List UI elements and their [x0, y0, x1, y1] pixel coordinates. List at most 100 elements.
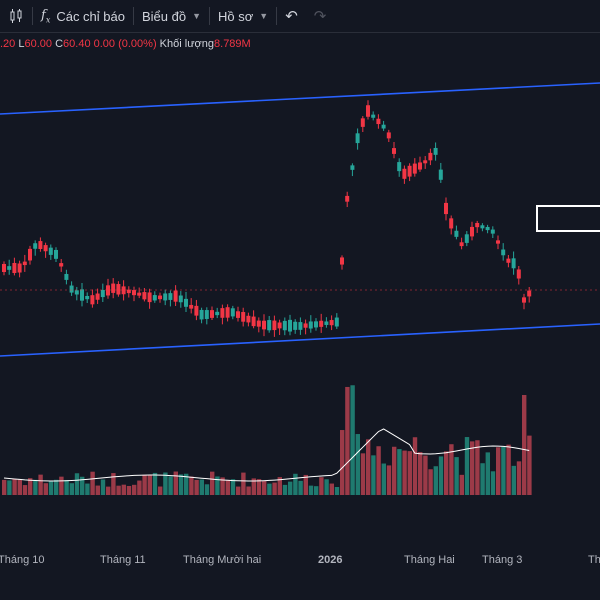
candle: [293, 321, 298, 330]
volume-bar: [184, 473, 189, 495]
volume-bar: [158, 486, 163, 495]
candle: [527, 290, 532, 297]
volume-bar: [236, 486, 241, 495]
candle: [371, 114, 376, 118]
volume-bar: [241, 472, 246, 495]
volume-bar: [54, 479, 59, 495]
x-label-dec: Tháng Mười hai: [183, 554, 261, 566]
volume-value: 8.789M: [214, 38, 251, 50]
candle: [184, 298, 188, 307]
candle: [402, 168, 407, 179]
candle: [116, 284, 121, 295]
volume-bar: [194, 479, 199, 495]
candle: [210, 310, 214, 318]
redo-icon: ↷: [313, 8, 327, 25]
volume-bar: [392, 446, 397, 495]
volume-bar: [454, 457, 459, 495]
candle: [345, 195, 350, 202]
candle: [319, 320, 324, 327]
candle: [100, 289, 105, 298]
candle: [241, 312, 246, 322]
rectangle-drawing[interactable]: [536, 205, 600, 232]
volume-bar: [350, 385, 355, 495]
volume-bar: [106, 486, 111, 495]
candle: [54, 249, 58, 259]
undo-button[interactable]: ↶: [277, 0, 306, 32]
candle: [147, 292, 152, 303]
close-value: 60.40: [63, 38, 91, 50]
volume-bar: [262, 480, 267, 495]
volume-key: Khối lượng: [159, 38, 215, 50]
volume-bar: [340, 430, 345, 495]
close-key: C: [55, 38, 64, 50]
candle: [506, 258, 511, 263]
candle: [173, 290, 178, 302]
candle: [459, 242, 464, 247]
volume-bar: [475, 440, 480, 495]
candle: [350, 165, 355, 170]
volume-bar: [199, 479, 204, 495]
indicators-icon: fx: [41, 7, 51, 25]
volume-bar: [69, 483, 74, 495]
candle: [501, 249, 506, 256]
candle: [381, 124, 386, 129]
candle: [288, 319, 292, 332]
volume-bar: [22, 485, 28, 495]
volume-bar: [178, 474, 184, 495]
candle: [251, 316, 256, 327]
candle: [464, 234, 469, 243]
candle: [386, 132, 391, 139]
candle: [80, 289, 84, 301]
volume-bar: [303, 474, 308, 495]
volume-bar: [480, 463, 485, 495]
volume-bar: [225, 480, 230, 495]
volume-bar: [511, 465, 516, 495]
candle: [142, 292, 147, 300]
candle: [158, 295, 162, 300]
candle: [199, 309, 204, 320]
candle: [314, 321, 318, 328]
profile-menu-button[interactable]: Hồ sơ ▼: [210, 0, 276, 32]
toolbar-separator: [32, 7, 33, 25]
chevron-down-icon: ▼: [192, 11, 201, 21]
candle: [137, 292, 142, 296]
volume-bar: [251, 478, 256, 495]
volume-bar: [28, 478, 33, 495]
candle: [366, 105, 370, 117]
candle: [516, 269, 521, 279]
volume-bar: [386, 465, 392, 495]
candle: [324, 321, 329, 325]
ohlc-legend: .20 L60.00 C60.40 0.00 (0.00%) Khối lượn…: [0, 38, 251, 50]
candle: [340, 257, 344, 265]
volume-bar: [464, 437, 470, 495]
x-axis: Tháng 10 Tháng 11 Tháng Mười hai 2026 Th…: [0, 554, 600, 566]
lower-trend-line[interactable]: [0, 323, 600, 357]
volume-bar: [412, 437, 418, 495]
candle: [2, 263, 6, 273]
volume-bar: [423, 455, 428, 495]
candle: [22, 261, 27, 266]
candle: [267, 320, 272, 331]
volume-bar: [308, 485, 314, 495]
chart-menu-button[interactable]: Biểu đồ ▼: [134, 0, 209, 32]
candle: [334, 317, 339, 327]
indicators-button[interactable]: fx Các chỉ báo: [33, 0, 133, 32]
price-chart[interactable]: Tháng 10 Tháng 11 Tháng Mười hai 2026 Th…: [0, 32, 600, 600]
volume-bar: [485, 452, 490, 495]
x-label-feb: Tháng Hai: [404, 554, 455, 566]
upper-trend-line[interactable]: [0, 82, 600, 115]
indicators-label: Các chỉ báo: [56, 8, 125, 24]
volume-moving-average-line: [3, 428, 530, 482]
candle: [308, 321, 313, 329]
candles-type-button[interactable]: [0, 0, 32, 32]
volume-bar: [121, 484, 126, 495]
volume-bar: [111, 473, 116, 495]
candle: [522, 297, 526, 303]
volume-bar: [490, 471, 496, 495]
volume-bar: [381, 463, 386, 495]
volume-bar: [329, 483, 334, 495]
chevron-down-icon: ▼: [259, 11, 269, 21]
volume-bar: [59, 476, 64, 495]
open-value: .20: [0, 38, 16, 50]
redo-button[interactable]: ↷: [306, 0, 335, 32]
